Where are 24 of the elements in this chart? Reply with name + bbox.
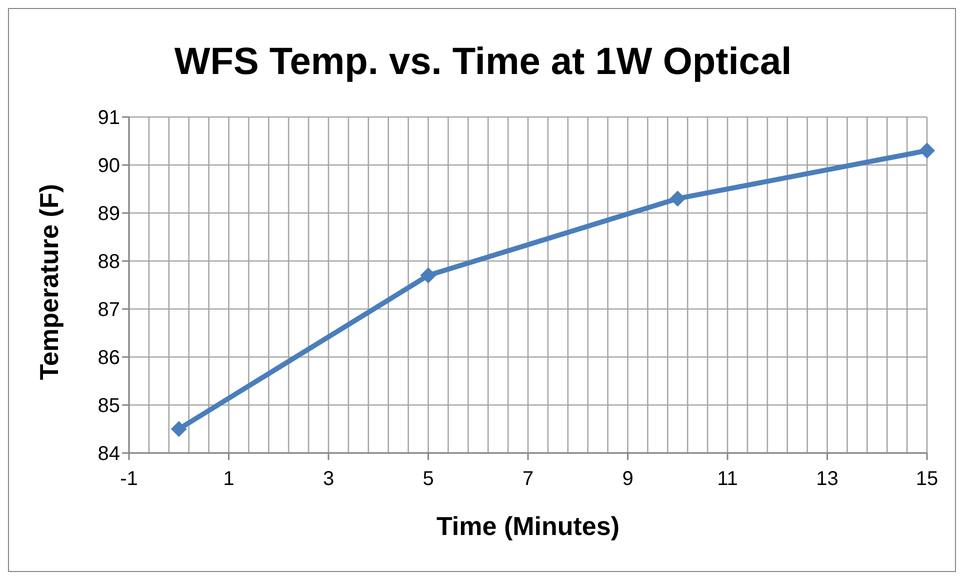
x-tick-label: 15 [916, 468, 938, 490]
x-tick-label: 7 [522, 468, 534, 490]
y-tick-label: 90 [98, 155, 120, 178]
y-tick-label: 85 [98, 395, 120, 418]
chart-title: WFS Temp. vs. Time at 1W Optical [173, 41, 793, 84]
point [170, 421, 187, 437]
x-tick-label: 13 [816, 468, 838, 490]
y-tick-label: 87 [98, 299, 120, 322]
y-axis-title: Temperature (F) [34, 184, 64, 380]
x-tick-label: 3 [322, 468, 334, 490]
y-tick-label: 88 [98, 251, 120, 274]
x-tick-label: 11 [717, 468, 738, 490]
y-tick-label: 89 [98, 203, 120, 226]
point [670, 190, 686, 207]
y-tick-label: 86 [98, 347, 120, 370]
x-axis-title: Time (Minutes) [436, 511, 620, 541]
y-tick-label: 84 [98, 443, 120, 466]
x-tick-label: 1 [223, 468, 234, 490]
y-tick-label: 91 [98, 107, 120, 130]
x-tick-label: 5 [422, 468, 434, 490]
point [919, 142, 935, 159]
point [420, 267, 436, 284]
x-tick-label: 9 [622, 468, 634, 490]
x-tick-label: -1 [120, 468, 138, 490]
